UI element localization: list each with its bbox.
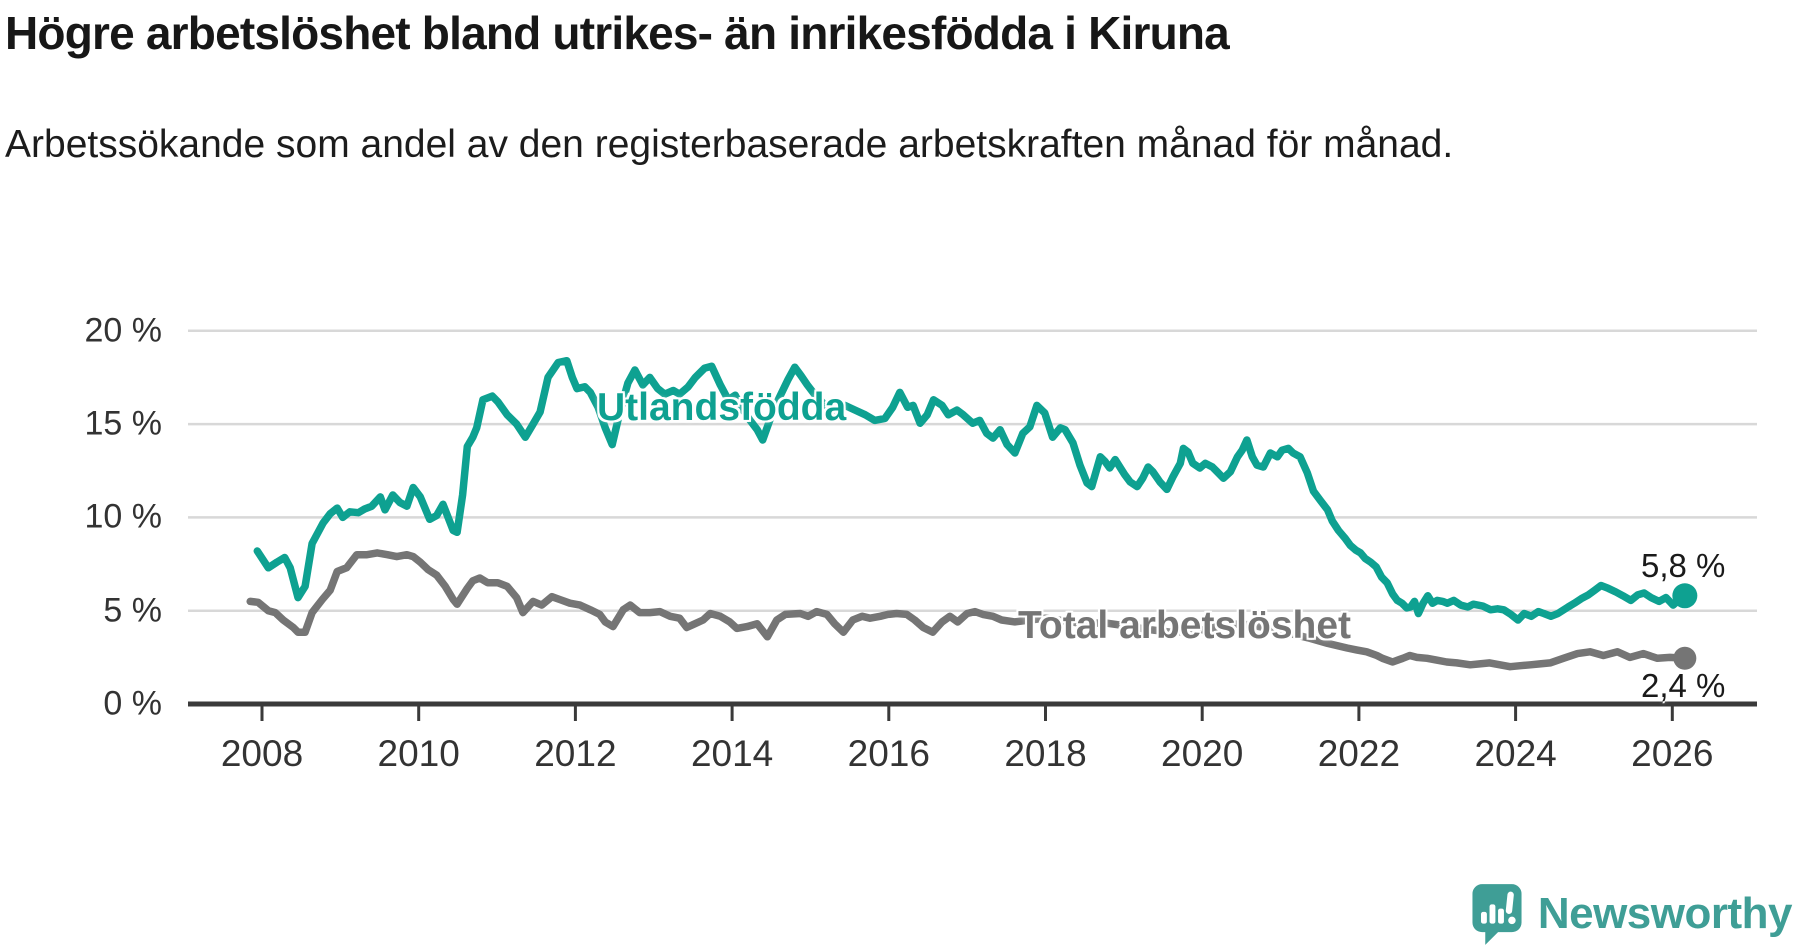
x-tick-label: 2018 <box>1004 733 1087 774</box>
x-tick-label: 2008 <box>220 733 304 774</box>
x-tick-label: 2026 <box>1631 733 1714 774</box>
y-tick-label: 10 % <box>84 497 163 536</box>
y-tick-label: 20 % <box>84 311 163 350</box>
end-value-label-utlandsfodda: 5,8 % <box>1641 547 1726 584</box>
newsworthy-logo: Newsworthy <box>1470 882 1793 946</box>
page-title: Högre arbetslöshet bland utrikes- än inr… <box>5 7 1230 59</box>
x-tick-label: 2022 <box>1317 733 1401 774</box>
x-tick-label: 2024 <box>1474 733 1557 774</box>
x-tick-label: 2020 <box>1161 733 1244 774</box>
end-dot <box>1673 646 1697 670</box>
newsworthy-bubble-icon <box>1472 884 1522 945</box>
x-tick-label: 2010 <box>377 733 460 774</box>
end-value-label-total: 2,4 % <box>1641 667 1726 704</box>
x-tick-label: 2016 <box>847 733 930 774</box>
y-tick-label: 15 % <box>84 404 163 443</box>
series-label-total: Total arbetslöshet <box>1018 604 1352 647</box>
x-tick-label: 2014 <box>690 733 774 774</box>
newsworthy-wordmark: Newsworthy <box>1537 889 1793 938</box>
chart-subtitle: Arbetssökande som andel av den registerb… <box>5 123 1454 166</box>
series-label-utlandsfodda: Utlandsfödda <box>597 386 847 429</box>
y-tick-label: 5 % <box>103 591 162 630</box>
y-tick-label: 0 % <box>103 684 162 723</box>
x-tick-label: 2012 <box>534 733 617 774</box>
end-dot <box>1672 583 1698 609</box>
